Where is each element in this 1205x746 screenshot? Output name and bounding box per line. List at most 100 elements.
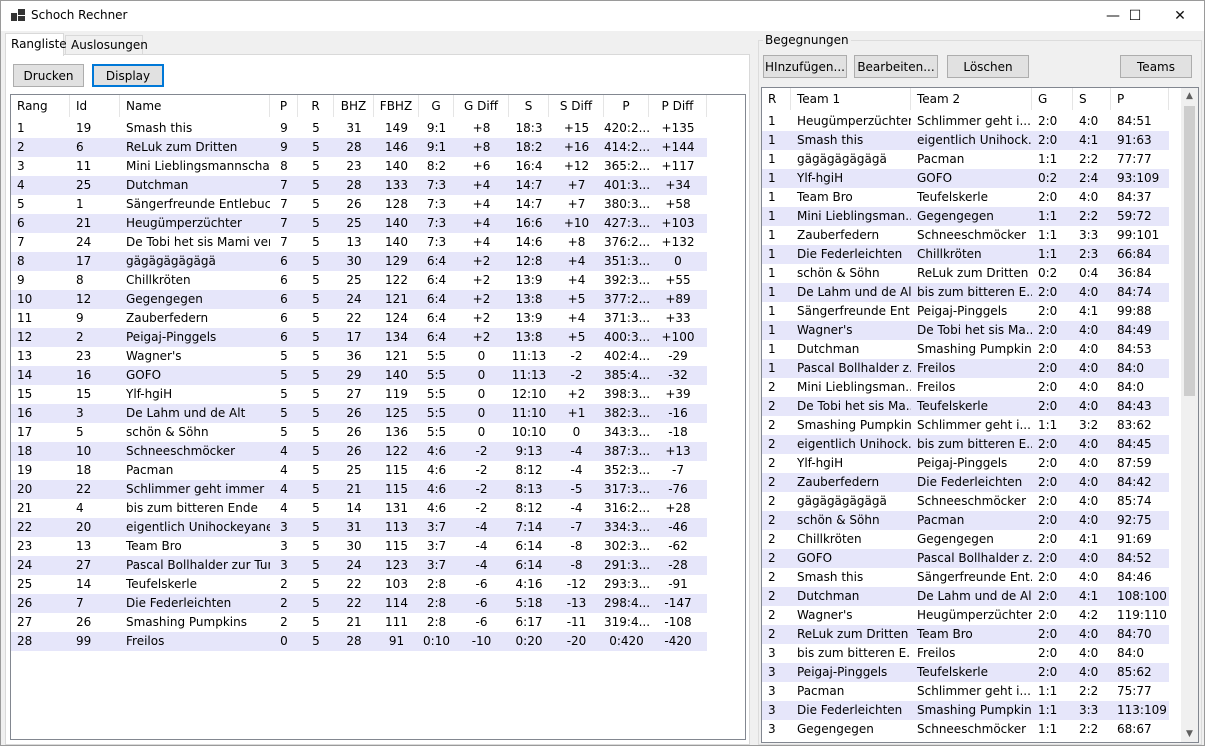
table-row[interactable]: 22 20 eigentlich Unihockeyaner 3 5 31 113 3:7 -4… bbox=[11, 518, 707, 537]
list-item[interactable]: 2 schön & Söhn Pacman 2:0 4:0 92:75 bbox=[762, 511, 1169, 530]
table-row[interactable]: 13 23 Wagner's 5 5 36 121 5:5 0 11:13 -2 402:4... -2… bbox=[11, 347, 707, 366]
ranking-col-header[interactable]: S bbox=[509, 95, 549, 117]
table-row[interactable]: 28 99 Freilos 0 5 28 91 0:10 -10 0:20 -20 0:420 -420 bbox=[11, 632, 707, 651]
table-row[interactable]: 4 25 Dutchman 7 5 28 133 7:3 +4 14:7 +7 401:3... +34 bbox=[11, 176, 707, 195]
teams-button[interactable]: Teams bbox=[1120, 55, 1192, 78]
tab-auslosungen[interactable]: Auslosungen bbox=[65, 35, 148, 55]
list-item[interactable]: 2 De Tobi het sis Ma... Teufelskerle 2:0 4:0… bbox=[762, 397, 1169, 416]
table-row[interactable]: 20 22 Schlimmer geht immer 4 5 21 115 4:6 -2 8:13… bbox=[11, 480, 707, 499]
list-item[interactable]: 2 Zauberfedern Die Federleichten 2:0 4:0 84:4… bbox=[762, 473, 1169, 492]
delete-match-button[interactable]: Löschen bbox=[947, 55, 1029, 78]
list-item[interactable]: 3 Peigaj-Pinggels Teufelskerle 2:0 4:0 85:62 bbox=[762, 663, 1169, 682]
list-item[interactable]: 2 Smash this Sängerfreunde Ent... 2:0 4:0 84:… bbox=[762, 568, 1169, 587]
ranking-col-header[interactable]: Name bbox=[120, 95, 270, 117]
minimize-button[interactable]: — bbox=[1091, 1, 1135, 31]
list-item[interactable]: 1 Pascal Bollhalder z... Freilos 2:0 4:0 84:0 bbox=[762, 359, 1169, 378]
ranking-col-header[interactable]: P bbox=[604, 95, 649, 117]
scroll-thumb[interactable] bbox=[1184, 106, 1195, 396]
table-row[interactable]: 9 8 Chillkröten 6 5 25 122 6:4 +2 13:9 +4 392:3... +… bbox=[11, 271, 707, 290]
tab-rangliste[interactable]: Rangliste bbox=[5, 33, 67, 56]
table-row[interactable]: 1 19 Smash this 9 5 31 149 9:1 +8 18:3 +15 420:2...… bbox=[11, 119, 707, 138]
list-item[interactable]: 1 Mini Lieblingsman... Gegengegen 1:1 2:2 59:… bbox=[762, 207, 1169, 226]
list-item[interactable]: 2 Smashing Pumpkins Schlimmer geht i... 1:1… bbox=[762, 416, 1169, 435]
list-item[interactable]: 1 Die Federleichten Chillkröten 1:1 2:3 66:84 bbox=[762, 245, 1169, 264]
table-row[interactable]: 12 2 Peigaj-Pinggels 6 5 17 134 6:4 +2 13:8 +5 400:… bbox=[11, 328, 707, 347]
ranking-table[interactable]: Rang Id Name P R BHZ FBHZ G G Diff S S Diff P P Diff… bbox=[10, 94, 746, 740]
table-row[interactable]: 18 10 Schneeschmöcker 4 5 26 122 4:6 -2 9:13 -4 387… bbox=[11, 442, 707, 461]
table-row[interactable]: 16 3 De Lahm und de Alt 5 5 26 125 5:5 0 11:10 +1 3… bbox=[11, 404, 707, 423]
ranking-col-header[interactable]: FBHZ bbox=[374, 95, 419, 117]
list-item[interactable]: 1 Dutchman Smashing Pumpkins 2:0 4:0 84:53 bbox=[762, 340, 1169, 359]
ranking-col-header[interactable]: G bbox=[419, 95, 454, 117]
matches-scrollbar[interactable]: ▲ ▼ bbox=[1181, 88, 1198, 742]
list-item[interactable]: 2 GOFO Pascal Bollhalder z... 2:0 4:0 84:52 bbox=[762, 549, 1169, 568]
ranking-col-header[interactable]: Id bbox=[70, 95, 120, 117]
scroll-down-icon[interactable]: ▼ bbox=[1186, 729, 1193, 739]
list-item[interactable]: 1 Ylf-hgiH GOFO 0:2 2:4 93:109 bbox=[762, 169, 1169, 188]
table-row[interactable]: 7 24 De Tobi het sis Mami ver... 7 5 13 140 7:3… bbox=[11, 233, 707, 252]
table-row[interactable]: 15 15 Ylf-hgiH 5 5 27 119 5:5 0 12:10 +2 398:3... +3… bbox=[11, 385, 707, 404]
list-item[interactable]: 1 Zauberfedern Schneeschmöcker 1:1 3:3 99:101 bbox=[762, 226, 1169, 245]
list-item[interactable]: 1 schön & Söhn ReLuk zum Dritten 0:2 0:4 36:8… bbox=[762, 264, 1169, 283]
list-item[interactable]: 1 De Lahm und de Alt bis zum bitteren E...… bbox=[762, 283, 1169, 302]
list-item[interactable]: 2 Dutchman De Lahm und de Alt 2:0 4:1 108:100 bbox=[762, 587, 1169, 606]
list-item[interactable]: 2 Chillkröten Gegengegen 2:0 4:1 91:69 bbox=[762, 530, 1169, 549]
table-row[interactable]: 24 27 Pascal Bollhalder zur Tur... 3 5 24 123 3… bbox=[11, 556, 707, 575]
table-row[interactable]: 21 4 bis zum bitteren Ende 4 5 14 131 4:6 -2 8:12… bbox=[11, 499, 707, 518]
ranking-col-header[interactable]: P bbox=[270, 95, 298, 117]
ranking-col-header[interactable]: G Diff bbox=[454, 95, 509, 117]
matches-col-header[interactable]: R bbox=[762, 88, 791, 110]
table-cell: 343:3... bbox=[604, 425, 649, 439]
list-item[interactable]: 2 Mini Lieblingsman... Freilos 2:0 4:0 84:0 bbox=[762, 378, 1169, 397]
list-item[interactable]: 2 Ylf-hgiH Peigaj-Pinggels 2:0 4:0 87:59 bbox=[762, 454, 1169, 473]
scroll-up-icon[interactable]: ▲ bbox=[1186, 91, 1193, 101]
table-row[interactable]: 19 18 Pacman 4 5 25 115 4:6 -2 8:12 -4 352:3... -7 bbox=[11, 461, 707, 480]
matches-col-header[interactable]: S bbox=[1073, 88, 1111, 110]
print-button[interactable]: Drucken bbox=[13, 64, 84, 87]
close-button[interactable]: ✕ bbox=[1158, 1, 1202, 31]
table-row[interactable]: 5 1 Sängerfreunde Entlebuch 7 5 26 128 7:3 +4 14:… bbox=[11, 195, 707, 214]
table-row[interactable]: 2 6 ReLuk zum Dritten 9 5 28 146 9:1 +8 18:2 +16 41… bbox=[11, 138, 707, 157]
matches-col-header[interactable]: P bbox=[1111, 88, 1169, 110]
table-row[interactable]: 17 5 schön & Söhn 5 5 26 136 5:5 0 10:10 0 343:3...… bbox=[11, 423, 707, 442]
list-item[interactable]: 3 bis zum bitteren E... Freilos 2:0 4:0 84:0 bbox=[762, 644, 1169, 663]
maximize-button[interactable]: ☐ bbox=[1113, 1, 1157, 31]
list-item[interactable]: 2 ReLuk zum Dritten Team Bro 2:0 4:0 84:70 bbox=[762, 625, 1169, 644]
table-row[interactable]: 11 9 Zauberfedern 6 5 22 124 6:4 +2 13:9 +4 371:3..… bbox=[11, 309, 707, 328]
table-row[interactable]: 14 16 GOFO 5 5 29 140 5:5 0 11:13 -2 385:4... -32 bbox=[11, 366, 707, 385]
table-row[interactable]: 10 12 Gegengegen 6 5 24 121 6:4 +2 13:8 +5 377:2...… bbox=[11, 290, 707, 309]
list-item[interactable]: 1 gägägägägägä Pacman 1:1 2:2 77:77 bbox=[762, 150, 1169, 169]
table-row[interactable]: 26 7 Die Federleichten 2 5 22 114 2:8 -6 5:18 -13 2… bbox=[11, 594, 707, 613]
table-cell: 4 bbox=[280, 444, 288, 458]
list-item[interactable]: 2 gägägägägägä Schneeschmöcker 2:0 4:0 85:74 bbox=[762, 492, 1169, 511]
matches-col-header[interactable]: Team 2 bbox=[911, 88, 1032, 110]
list-item[interactable]: 1 Wagner's De Tobi het sis Ma... 2:0 4:0 84:4… bbox=[762, 321, 1169, 340]
table-row[interactable]: 27 26 Smashing Pumpkins 2 5 21 111 2:8 -6 6:17 -11… bbox=[11, 613, 707, 632]
table-row[interactable]: 3 11 Mini Lieblingsmannschaft 8 5 23 140 8:2 +6 1… bbox=[11, 157, 707, 176]
list-item[interactable]: 1 Smash this eigentlich Unihock... 2:0 4:1 91… bbox=[762, 131, 1169, 150]
add-match-button[interactable]: HInzufügen... bbox=[763, 55, 847, 78]
display-button[interactable]: Display bbox=[92, 64, 164, 87]
table-row[interactable]: 6 21 Heugümperzüchter 7 5 25 140 7:3 +4 16:6 +10 42… bbox=[11, 214, 707, 233]
list-item[interactable]: 2 Wagner's Heugümperzüchter 2:0 4:2 119:110 bbox=[762, 606, 1169, 625]
ranking-col-header[interactable]: S Diff bbox=[549, 95, 604, 117]
list-item[interactable]: 3 Pacman Schlimmer geht i... 1:1 2:2 75:77 bbox=[762, 682, 1169, 701]
table-row[interactable]: 8 17 gägägägägägä 6 5 30 129 6:4 +2 12:8 +4 351:3..… bbox=[11, 252, 707, 271]
list-item[interactable]: 1 Sängerfreunde Ent... Peigaj-Pinggels 2:0 4… bbox=[762, 302, 1169, 321]
table-row[interactable]: 25 14 Teufelskerle 2 5 22 103 2:8 -6 4:16 -12 293:3… bbox=[11, 575, 707, 594]
table-cell: 91 bbox=[388, 634, 405, 648]
ranking-col-header[interactable]: R bbox=[298, 95, 334, 117]
list-item[interactable]: 3 Die Federleichten Smashing Pumpkins 1:1 3:… bbox=[762, 701, 1169, 720]
ranking-col-header[interactable]: Rang bbox=[11, 95, 70, 117]
edit-match-button[interactable]: Bearbeiten... bbox=[854, 55, 938, 78]
matches-col-header[interactable]: G bbox=[1032, 88, 1073, 110]
list-item[interactable]: 3 Gegengegen Schneeschmöcker 1:1 2:2 68:67 bbox=[762, 720, 1169, 739]
matches-col-header[interactable]: Team 1 bbox=[791, 88, 911, 110]
table-row[interactable]: 23 13 Team Bro 3 5 30 115 3:7 -4 6:14 -8 302:3... -6… bbox=[11, 537, 707, 556]
ranking-col-header[interactable]: BHZ bbox=[334, 95, 374, 117]
list-item[interactable]: 1 Team Bro Teufelskerle 2:0 4:0 84:37 bbox=[762, 188, 1169, 207]
list-item[interactable]: 1 Heugümperzüchter Schlimmer geht i... 2:0 4… bbox=[762, 112, 1169, 131]
list-item[interactable]: 2 eigentlich Unihock... bis zum bitteren E… bbox=[762, 435, 1169, 454]
ranking-col-header[interactable]: P Diff bbox=[649, 95, 707, 117]
